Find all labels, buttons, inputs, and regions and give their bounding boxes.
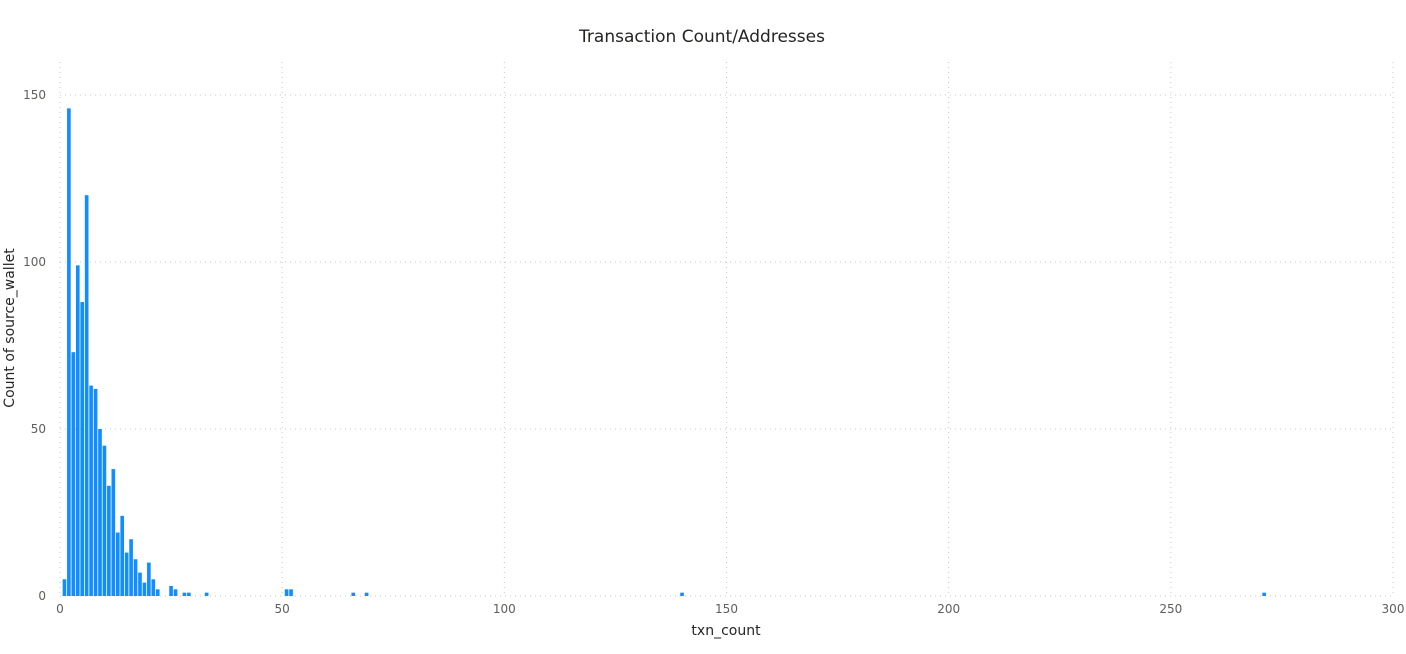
x-tick-label: 250: [1159, 602, 1182, 616]
bar[interactable]: [147, 562, 151, 596]
bar[interactable]: [124, 552, 129, 596]
x-tick-label: 0: [56, 602, 64, 616]
bar[interactable]: [93, 388, 98, 596]
bar[interactable]: [173, 589, 178, 596]
bar[interactable]: [151, 579, 156, 596]
bar[interactable]: [84, 195, 89, 596]
bar[interactable]: [89, 385, 93, 596]
x-tick-label: 150: [715, 602, 738, 616]
bar[interactable]: [204, 592, 209, 596]
y-tick-label: 0: [38, 589, 46, 603]
bar[interactable]: [351, 592, 356, 596]
x-tick-label: 300: [1382, 602, 1405, 616]
bar[interactable]: [284, 589, 289, 596]
bar[interactable]: [111, 469, 116, 596]
bar[interactable]: [142, 582, 147, 596]
bar[interactable]: [133, 559, 138, 596]
x-axis-title: txn_count: [691, 623, 761, 639]
y-tick-label: 100: [23, 255, 46, 269]
bar[interactable]: [62, 579, 67, 596]
x-tick-label: 50: [275, 602, 290, 616]
bar[interactable]: [289, 589, 293, 596]
bar[interactable]: [115, 532, 120, 596]
x-axis-ticks: 0 50 100 150 200 250 300: [56, 602, 1404, 616]
bar[interactable]: [80, 302, 85, 596]
bar[interactable]: [182, 592, 187, 596]
bar[interactable]: [107, 485, 111, 596]
bar[interactable]: [1262, 592, 1266, 596]
bar[interactable]: [75, 265, 80, 596]
bar[interactable]: [98, 429, 102, 596]
gridlines: [59, 62, 1394, 597]
bar[interactable]: [364, 592, 369, 596]
bar[interactable]: [138, 572, 142, 596]
bar[interactable]: [102, 445, 107, 596]
y-axis-ticks: 0 50 100 150: [23, 88, 46, 603]
bar[interactable]: [680, 592, 684, 596]
y-axis-title: Count of source_wallet: [2, 248, 18, 408]
chart-title: Transaction Count/Addresses: [578, 27, 825, 47]
bar[interactable]: [187, 592, 191, 596]
bar[interactable]: [169, 585, 173, 596]
x-tick-label: 200: [937, 602, 960, 616]
y-tick-label: 150: [23, 88, 46, 102]
bar[interactable]: [71, 352, 76, 596]
bar[interactable]: [67, 108, 71, 597]
y-tick-label: 50: [31, 422, 46, 436]
x-tick-label: 100: [493, 602, 516, 616]
bar[interactable]: [129, 539, 133, 596]
bars: [62, 108, 1266, 597]
bar[interactable]: [155, 589, 160, 596]
bar[interactable]: [120, 515, 125, 596]
